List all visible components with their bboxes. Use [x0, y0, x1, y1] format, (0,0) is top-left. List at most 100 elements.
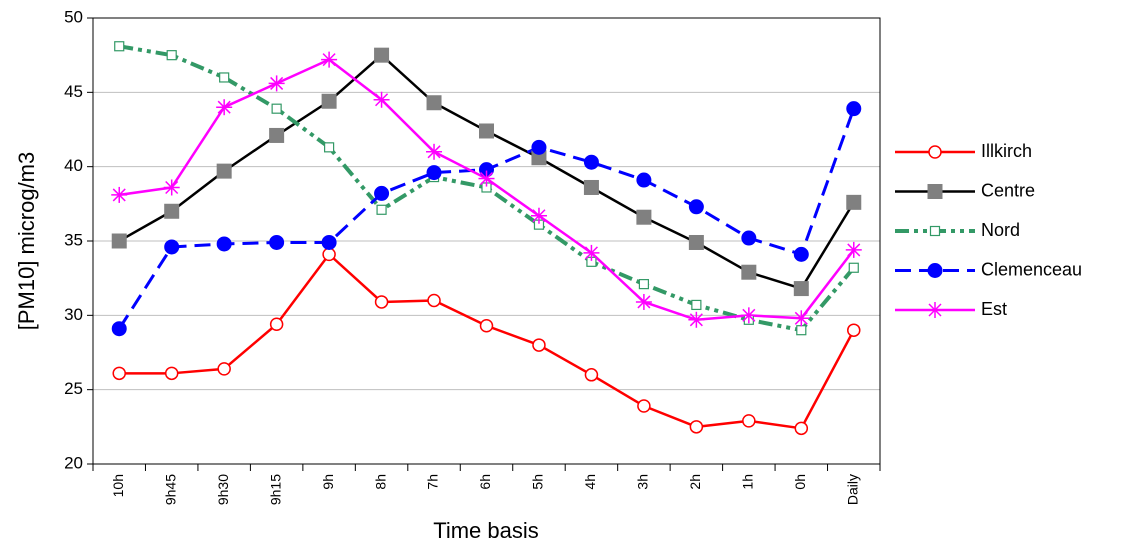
marker	[268, 75, 285, 92]
marker	[374, 47, 390, 63]
legend-label: Centre	[981, 180, 1035, 200]
marker	[636, 209, 652, 225]
marker-stroke	[479, 172, 494, 186]
marker	[374, 295, 389, 309]
x-tick-label: 9h	[320, 474, 336, 490]
marker	[164, 366, 179, 381]
marker	[216, 236, 232, 252]
marker	[479, 318, 494, 333]
marker	[111, 186, 128, 203]
x-axis-title: Time basis	[433, 518, 539, 543]
legend-entry: Est	[895, 299, 1007, 319]
marker	[793, 281, 809, 297]
x-tick-label: 6h	[477, 474, 493, 490]
marker	[848, 262, 859, 273]
x-tick-label: 0h	[792, 474, 808, 490]
marker-stroke	[928, 303, 942, 317]
marker	[584, 368, 599, 382]
marker	[583, 244, 600, 261]
marker	[321, 234, 337, 250]
marker	[321, 51, 338, 68]
marker	[637, 399, 651, 413]
legend-label: Clemenceau	[981, 259, 1082, 279]
marker	[114, 41, 125, 52]
marker	[164, 203, 180, 219]
legend-label: Est	[981, 299, 1007, 319]
x-tick-label: 1h	[740, 474, 756, 490]
marker-stroke	[847, 243, 861, 257]
marker	[324, 142, 335, 153]
marker	[531, 139, 547, 155]
series-line	[119, 253, 855, 430]
legend-entry: Clemenceau	[895, 259, 1082, 279]
marker	[321, 93, 337, 109]
x-tick-label: 10h	[110, 474, 126, 497]
marker-stroke	[742, 308, 756, 322]
marker	[929, 225, 941, 237]
marker	[219, 72, 230, 83]
marker	[374, 185, 390, 201]
y-tick-label: 50	[64, 7, 83, 26]
marker	[927, 184, 943, 199]
marker	[793, 246, 809, 262]
marker	[426, 143, 443, 160]
marker	[112, 366, 126, 381]
y-tick-label: 30	[64, 305, 83, 324]
marker	[111, 233, 127, 249]
x-tick-label: 9h15	[267, 474, 283, 505]
y-axis-title: [PM10] microg/m3	[14, 152, 39, 331]
marker	[166, 50, 177, 61]
series-line	[118, 44, 856, 333]
marker	[427, 293, 441, 308]
marker	[269, 127, 285, 143]
marker	[373, 91, 390, 108]
x-tick-label: 9h30	[215, 474, 231, 505]
marker	[269, 234, 285, 250]
marker-stroke	[584, 246, 598, 260]
series-line	[117, 108, 856, 330]
marker	[845, 241, 862, 258]
marker-stroke	[165, 180, 179, 195]
y-tick-label: 20	[64, 453, 83, 472]
marker	[847, 323, 861, 337]
marker	[796, 325, 807, 336]
legend-entry: Nord	[895, 220, 1020, 240]
plot-border	[92, 17, 881, 465]
marker	[530, 207, 547, 224]
marker	[322, 247, 336, 262]
x-tick-label: Daily	[844, 474, 860, 505]
legend-entry: Centre	[895, 180, 1035, 200]
x-tick-label: 4h	[582, 474, 598, 490]
marker	[928, 145, 942, 159]
marker-stroke	[532, 209, 546, 223]
marker	[479, 123, 494, 139]
x-tick-label: 8h	[372, 474, 388, 490]
marker	[426, 165, 442, 181]
marker	[688, 311, 705, 328]
marker	[271, 103, 282, 114]
legend-label: Illkirch	[981, 141, 1032, 161]
x-tick-label: 5h	[530, 474, 546, 490]
marker	[426, 95, 442, 111]
legend-entry: Illkirch	[895, 141, 1032, 161]
marker	[269, 317, 284, 332]
marker	[583, 154, 599, 170]
x-tick-label: 7h	[425, 474, 441, 490]
x-tick-label: 2h	[687, 474, 703, 490]
y-tick-label: 45	[64, 82, 83, 101]
marker	[691, 299, 702, 311]
marker	[111, 321, 127, 337]
marker	[217, 362, 231, 376]
x-tick-label: 3h	[635, 474, 651, 490]
marker	[689, 420, 704, 434]
y-tick-label: 40	[64, 156, 83, 175]
marker	[216, 163, 232, 179]
marker	[532, 338, 546, 352]
marker	[846, 101, 862, 117]
marker-stroke	[375, 93, 389, 107]
marker	[164, 239, 180, 255]
marker	[794, 421, 809, 436]
marker	[163, 179, 180, 196]
